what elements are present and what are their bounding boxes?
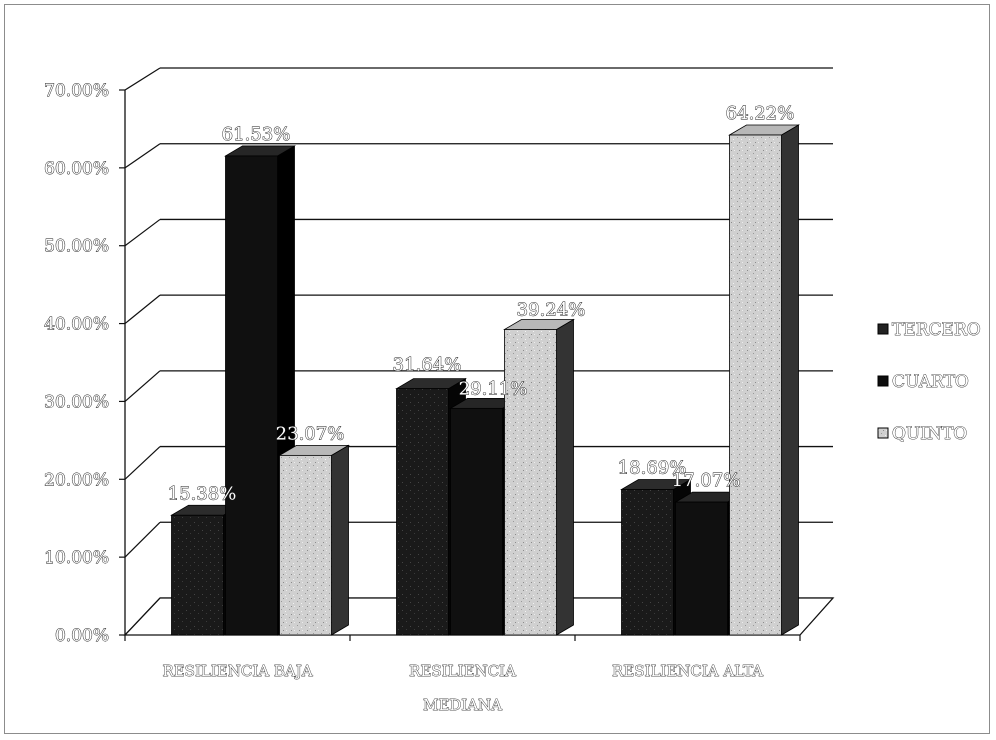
gridline-connector [124,67,161,91]
bar [279,454,332,636]
x-category-label: RESILIENCIA [409,662,516,680]
data-label: 23.07% [276,423,345,444]
x-category-label: RESILIENCIA BAJA [162,662,312,680]
bar [225,155,278,636]
legend-swatch [877,427,889,439]
legend-swatch [877,375,889,387]
legend-swatch [877,323,889,335]
legend-label: TERCERO [892,320,981,340]
data-labels: 15.38% 31.64% 18.69% 61.53% 29.11% 17.07% 23.0… [167,103,795,505]
gridline-connector [124,143,161,169]
legend-label: CUARTO [892,372,969,392]
gridline-connector [124,218,161,247]
bar [729,134,782,636]
bar [621,489,674,636]
bar [450,407,503,636]
y-tick-label: 30.00% [44,392,109,412]
bar [675,501,728,636]
data-label: 15.38% [168,483,237,504]
y-tick-label: 50.00% [44,237,109,257]
data-label: 29.11% [459,378,528,399]
legend: TERCERO CUARTO QUINTO [877,320,981,444]
gridline-connector [124,446,161,480]
data-label: 39.24% [517,299,586,320]
y-tick-label: 60.00% [44,159,109,179]
y-tick-label: 40.00% [44,315,109,335]
bars [170,124,800,636]
gridline-connector [124,294,161,325]
data-label: 64.22% [726,103,795,124]
y-tick-label: 20.00% [44,470,109,490]
bar-side [556,318,574,636]
bar [504,329,557,636]
bar [396,388,449,636]
bar-side [781,124,799,636]
gridline-connector [124,521,161,558]
gridline-connector [124,370,161,402]
data-label: 17.07% [672,470,741,491]
bar-side [331,444,349,636]
legend-label: QUINTO [892,424,967,444]
x-category-label: MEDIANA [423,696,502,714]
y-tick-label: 0.00% [55,626,109,646]
y-tick-label: 70.00% [44,81,109,101]
bar [171,514,224,636]
y-tick-label: 10.00% [44,548,109,568]
data-label: 18.69% [618,457,687,478]
x-category-label: RESILIENCIA ALTA [612,662,763,680]
data-label: 61.53% [222,124,291,145]
data-label: 31.64% [393,355,462,376]
